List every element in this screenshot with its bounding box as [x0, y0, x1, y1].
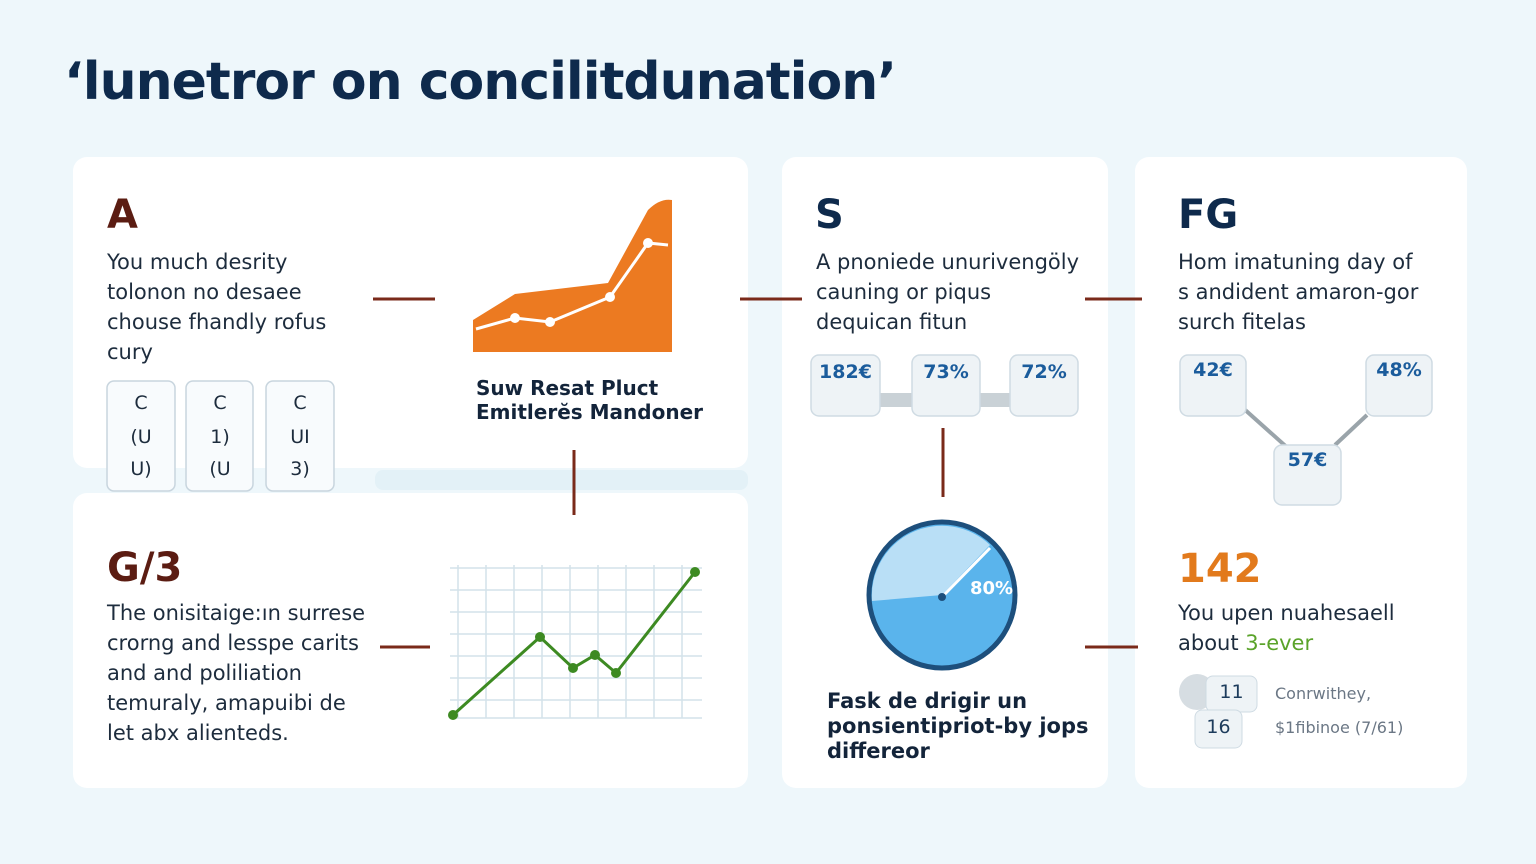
body-text: You much desrity tolonon no desaee chous… — [107, 247, 326, 367]
caption: Fask de drigir un ponsientipriot-by jops… — [827, 689, 1089, 764]
badge: 72% — [1021, 361, 1067, 383]
badge: 182€ — [819, 361, 872, 383]
card-text: UI — [290, 426, 310, 448]
line-icon — [448, 567, 700, 720]
text-line: temuraly, amapuibi de — [107, 691, 346, 715]
text-line: A pnoniede unurivengöly — [816, 250, 1080, 274]
text-line: The onisitaige:ın surrese — [107, 601, 366, 625]
text-line: let abx alienteds. — [107, 721, 289, 745]
page-title: ‘lunetror on concilitdunation’ — [64, 52, 897, 112]
text-line: surch fitelas — [1178, 310, 1306, 334]
card-text: C — [213, 392, 227, 414]
card-text: C — [293, 392, 307, 414]
panel — [782, 157, 1108, 788]
badge: 73% — [923, 361, 969, 383]
text-line: Fask de drigir un — [827, 689, 1028, 713]
text-line: cauning or piqus — [816, 280, 992, 304]
grid-icon — [450, 565, 702, 719]
body-text: You upen nuahesaell about 3-ever — [1178, 598, 1395, 658]
badge: 57€ — [1287, 449, 1328, 471]
text-line: dequican fitun — [816, 310, 968, 334]
badge: 48% — [1376, 359, 1422, 381]
text-line: You upen nuahesaell — [1178, 601, 1395, 625]
heading: S — [815, 192, 844, 238]
text-line: and and poliliation — [107, 661, 302, 685]
text-line: s andident amaron-gor — [1178, 280, 1419, 304]
badge: 42€ — [1193, 359, 1233, 381]
gauge-label: 80% — [970, 578, 1014, 599]
stat: 142 — [1178, 546, 1262, 592]
heading: G/3 — [107, 545, 183, 591]
card-text: 3) — [290, 458, 310, 480]
highlight: 3-ever — [1245, 631, 1314, 655]
cards — [106, 380, 335, 492]
list-icons — [1179, 674, 1258, 749]
list-text: $1fibinoe (7/61) — [1275, 718, 1404, 737]
heading: FG — [1178, 192, 1239, 238]
text-line: tolonon no desaee — [107, 280, 302, 304]
panel — [73, 493, 748, 788]
connectors — [373, 297, 1142, 649]
strip — [375, 470, 748, 490]
card-text: U) — [130, 458, 152, 480]
body-text: Hom imatuning day of s andident amaron-g… — [1178, 247, 1418, 337]
text-line: You much desrity — [107, 250, 288, 274]
gauge — [866, 519, 1018, 671]
badge-boxes — [810, 354, 1433, 506]
body-text: The onisitaige:ın surrese crorng and les… — [107, 598, 365, 748]
text-line: about 3-ever — [1178, 628, 1395, 658]
card-text: C — [134, 392, 148, 414]
card-text: 1) — [210, 426, 230, 448]
body-text: A pnoniede unurivengöly cauning or piqus… — [816, 247, 1079, 337]
text-line: ponsientipriot-by jops — [827, 714, 1089, 738]
text-line: Hom imatuning day of — [1178, 250, 1413, 274]
caption: Suw Resat Pluct Emitlerĕs Mandoner — [476, 376, 703, 424]
heading: A — [107, 192, 138, 238]
list-number: 11 — [1219, 681, 1244, 703]
list-number: 16 — [1206, 716, 1231, 738]
text-line: cury — [107, 340, 153, 364]
text-line: differeor — [827, 739, 930, 763]
area-icon — [473, 199, 672, 352]
card-text: (U — [130, 426, 152, 448]
list-text: Conrwithey, — [1275, 684, 1372, 703]
text: about — [1178, 631, 1246, 655]
card-text: (U — [209, 458, 231, 480]
text-line: Emitlerĕs Mandoner — [476, 400, 703, 424]
text-line: crorng and lesspe carits — [107, 631, 359, 655]
text-line: Suw Resat Pluct — [476, 376, 659, 400]
text-line: chouse fhandly rofus — [107, 310, 327, 334]
